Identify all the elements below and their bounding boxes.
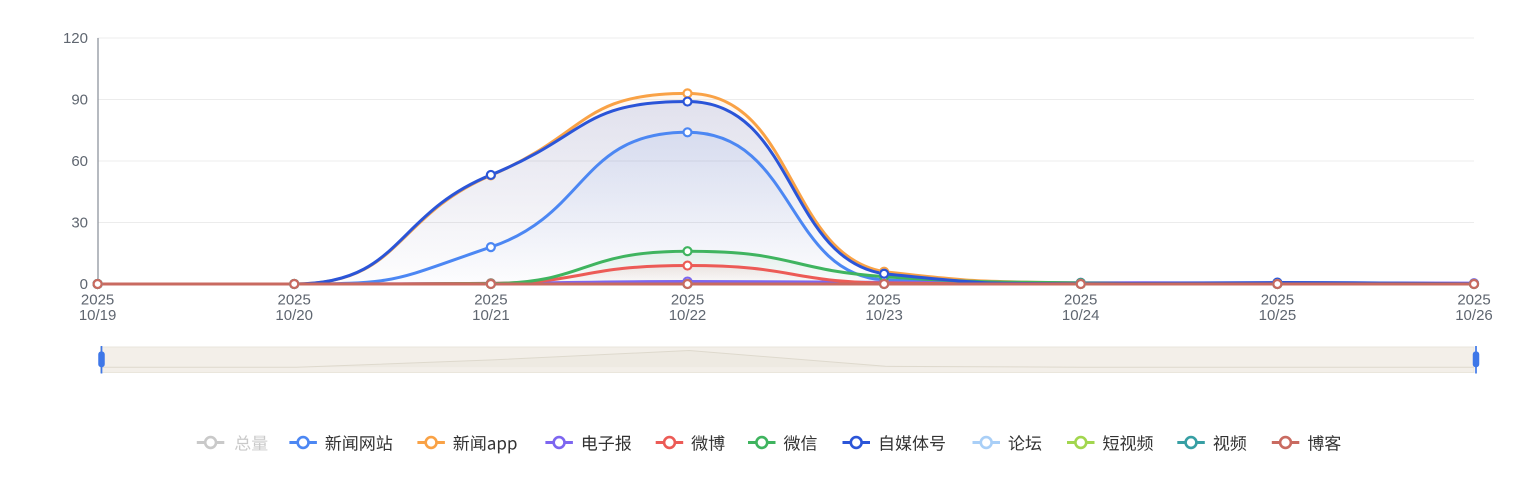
svg-text:2025: 2025 bbox=[474, 292, 507, 309]
svg-text:10/23: 10/23 bbox=[865, 307, 903, 324]
svg-text:10/24: 10/24 bbox=[1062, 307, 1100, 324]
svg-text:30: 30 bbox=[71, 215, 88, 232]
svg-text:2025: 2025 bbox=[81, 292, 114, 309]
svg-text:120: 120 bbox=[63, 30, 88, 47]
svg-text:90: 90 bbox=[71, 92, 88, 109]
svg-text:2025: 2025 bbox=[1457, 292, 1490, 309]
svg-text:0: 0 bbox=[80, 276, 88, 293]
svg-text:2025: 2025 bbox=[1064, 292, 1097, 309]
svg-text:10/22: 10/22 bbox=[669, 307, 707, 324]
svg-text:2025: 2025 bbox=[671, 292, 704, 309]
svg-text:10/20: 10/20 bbox=[275, 307, 313, 324]
svg-text:2025: 2025 bbox=[1261, 292, 1294, 309]
svg-text:2025: 2025 bbox=[278, 292, 311, 309]
svg-text:2025: 2025 bbox=[867, 292, 900, 309]
svg-text:10/19: 10/19 bbox=[79, 307, 117, 324]
svg-text:60: 60 bbox=[71, 153, 88, 170]
svg-text:10/26: 10/26 bbox=[1455, 307, 1493, 324]
svg-text:10/25: 10/25 bbox=[1259, 307, 1297, 324]
svg-text:10/21: 10/21 bbox=[472, 307, 510, 324]
